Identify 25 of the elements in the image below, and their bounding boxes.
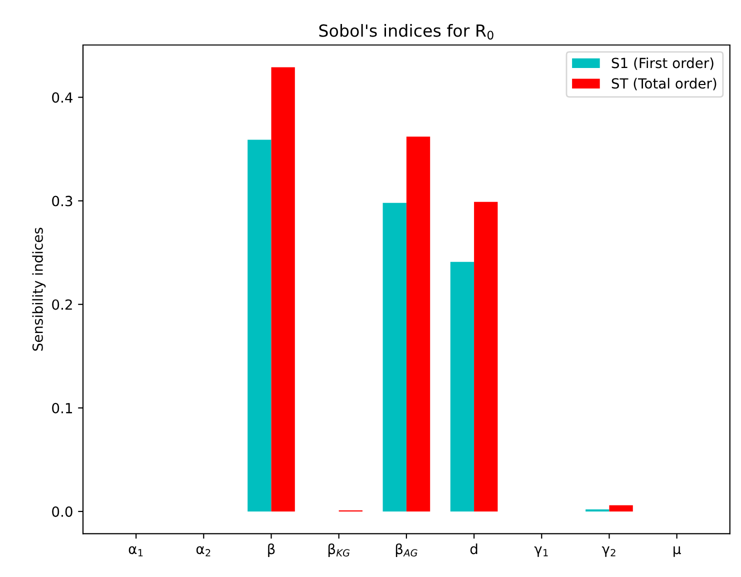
x-tick-label: α$_{2}$ (196, 546, 210, 556)
y-tick-label: 0.1 (52, 402, 72, 414)
y-tick-label: 0.0 (52, 506, 72, 517)
x-tick-label: γ$_{2}$ (602, 546, 616, 557)
y-tick-label: 0.4 (52, 92, 72, 103)
bar (382, 202, 406, 512)
y-axis-title: Sensibility indices (32, 228, 46, 351)
chart-title: Sobol's indices for R$_{0}$ (319, 24, 494, 40)
y-tick-label: 0.2 (52, 299, 72, 310)
bar (609, 505, 633, 512)
x-tick-label: μ (674, 546, 681, 557)
bar (406, 136, 430, 512)
bar (248, 140, 272, 512)
x-tick-label: β (268, 543, 275, 557)
bar (450, 262, 474, 512)
bar (474, 202, 498, 512)
bar (271, 67, 295, 512)
x-tick-label: β$_{AG}$ (396, 543, 418, 557)
legend-label: ST (Total order) (612, 78, 716, 90)
y-tick-label: 0.3 (52, 196, 72, 206)
x-tick-label: d (470, 543, 478, 554)
x-tick-label: β$_{KG}$ (328, 543, 350, 557)
legend-label: S1 (First order) (612, 58, 714, 70)
x-tick-label: α$_{1}$ (128, 546, 143, 556)
x-tick-label: γ$_{1}$ (534, 546, 548, 557)
